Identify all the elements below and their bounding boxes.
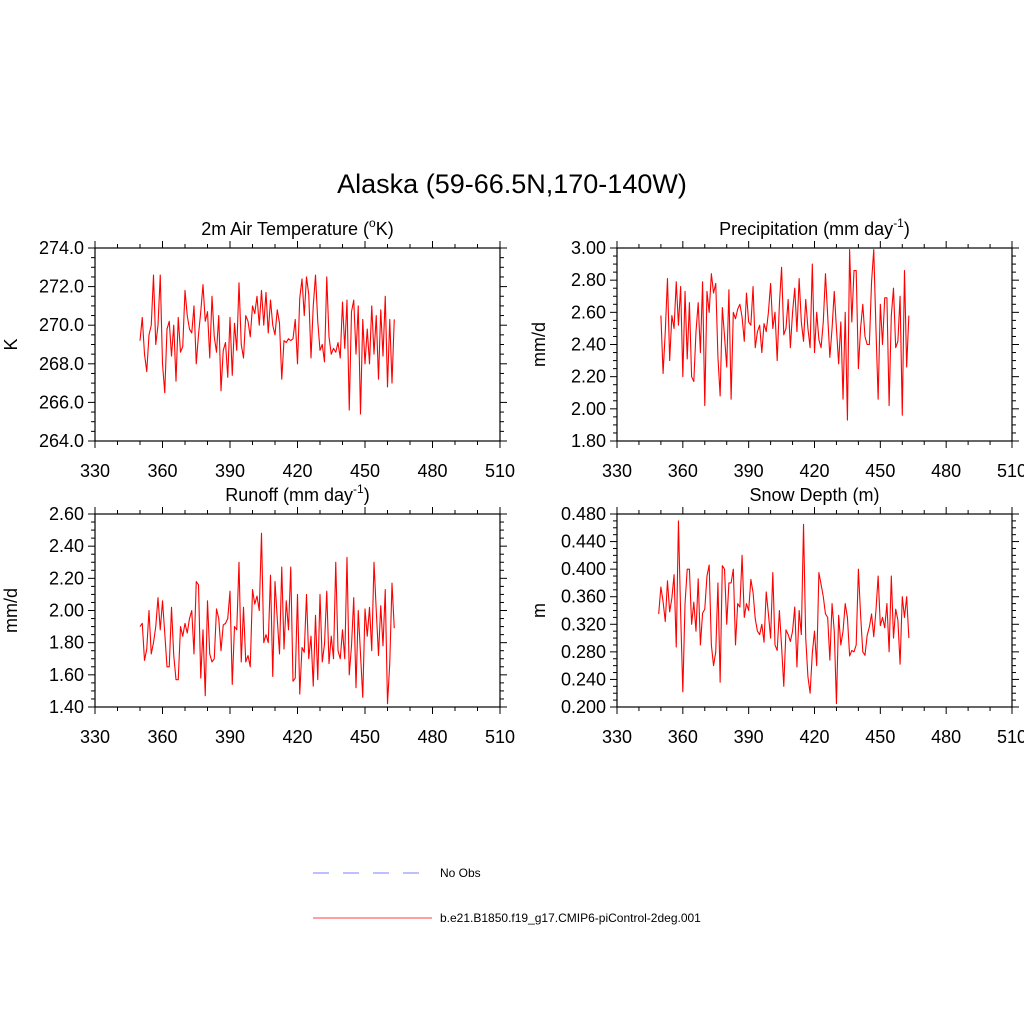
x-tick-label: 510 [997,727,1024,747]
y-tick-label: 2.20 [49,568,84,588]
y-tick-label: 2.40 [571,335,606,355]
y-tick-label: 0.240 [561,669,606,689]
series-line-precipitation [660,249,910,421]
y-tick-label: 0.360 [561,587,606,607]
plot-frame [616,513,1013,708]
y-tick-label: 2.60 [49,504,84,524]
x-tick-label: 450 [865,461,895,481]
x-tick-label: 420 [799,461,829,481]
y-axis-label: mm/d [1,588,21,633]
y-tick-label: 0.400 [561,559,606,579]
x-tick-label: 390 [215,461,245,481]
panel-title: 2m Air Temperature (oK) [201,216,393,239]
y-tick-label: 264.0 [39,431,84,451]
x-tick-label: 450 [865,727,895,747]
y-tick-label: 0.440 [561,532,606,552]
y-tick-label: 3.00 [571,238,606,258]
x-tick-label: 330 [80,461,110,481]
y-tick-label: 1.40 [49,697,84,717]
y-tick-label: 1.80 [571,431,606,451]
x-tick-label: 510 [485,727,515,747]
y-tick-label: 0.200 [561,697,606,717]
x-tick-label: 510 [485,461,515,481]
y-tick-label: 2.00 [571,399,606,419]
series-line-snow-depth [658,520,910,705]
x-tick-label: 390 [734,461,764,481]
legend-label-model: b.e21.B1850.f19_g17.CMIP6-piControl-2deg… [440,911,701,925]
y-tick-label: 1.80 [49,633,84,653]
panel-title: Runoff (mm day-1) [225,482,369,505]
panel-snow-depth: 330 360 390 420 450 480 510 0.200 0.240 0.280 0.32… [529,485,1024,747]
x-tick-label: 360 [668,461,698,481]
panel-air-temperature: 330 360 390 420 450 480 510 264.0 266.0 268.0 270.… [1,216,515,481]
y-axis-label: m [529,603,549,618]
x-tick-label: 360 [147,461,177,481]
y-tick-label: 2.40 [49,536,84,556]
panel-precipitation: 330 360 390 420 450 480 510 1.80 2.00 2.20 2.40 2.6… [529,216,1024,481]
panel-runoff: 330 360 390 420 450 480 510 1.40 1.60 1.80 2.00 2.2… [1,482,515,747]
y-axis-label: K [1,338,21,350]
y-tick-label: 274.0 [39,238,84,258]
x-tick-label: 480 [931,727,961,747]
x-tick-label: 420 [799,727,829,747]
y-tick-label: 272.0 [39,277,84,297]
x-tick-label: 480 [417,461,447,481]
panel-title: Precipitation (mm day-1) [719,216,910,239]
y-tick-label: 2.20 [571,367,606,387]
series-line-runoff [139,532,395,705]
x-tick-label: 420 [282,727,312,747]
y-tick-label: 2.60 [571,302,606,322]
x-tick-label: 510 [997,461,1024,481]
x-tick-label: 360 [147,727,177,747]
y-tick-label: 270.0 [39,315,84,335]
x-tick-label: 360 [668,727,698,747]
y-tick-label: 1.60 [49,665,84,685]
x-tick-label: 390 [215,727,245,747]
x-tick-label: 330 [602,461,632,481]
x-tick-label: 420 [282,461,312,481]
y-axis-label: mm/d [529,322,549,367]
y-tick-label: 266.0 [39,392,84,412]
y-tick-label: 0.280 [561,642,606,662]
x-tick-label: 480 [417,727,447,747]
legend: No Obs b.e21.B1850.f19_g17.CMIP6-piContr… [313,866,701,925]
y-tick-label: 0.480 [561,504,606,524]
figure-title: Alaska (59-66.5N,170-140W) [337,169,687,199]
series-line-air-temperature [139,274,395,415]
y-tick-label: 2.00 [49,601,84,621]
x-tick-label: 390 [734,727,764,747]
panel-title: Snow Depth (m) [749,485,879,505]
y-tick-label: 2.80 [571,270,606,290]
legend-label-no-obs: No Obs [440,866,481,880]
x-tick-label: 450 [350,727,380,747]
x-tick-label: 450 [350,461,380,481]
y-tick-label: 268.0 [39,354,84,374]
x-tick-label: 480 [931,461,961,481]
x-tick-label: 330 [80,727,110,747]
y-tick-label: 0.320 [561,614,606,634]
x-tick-label: 330 [602,727,632,747]
